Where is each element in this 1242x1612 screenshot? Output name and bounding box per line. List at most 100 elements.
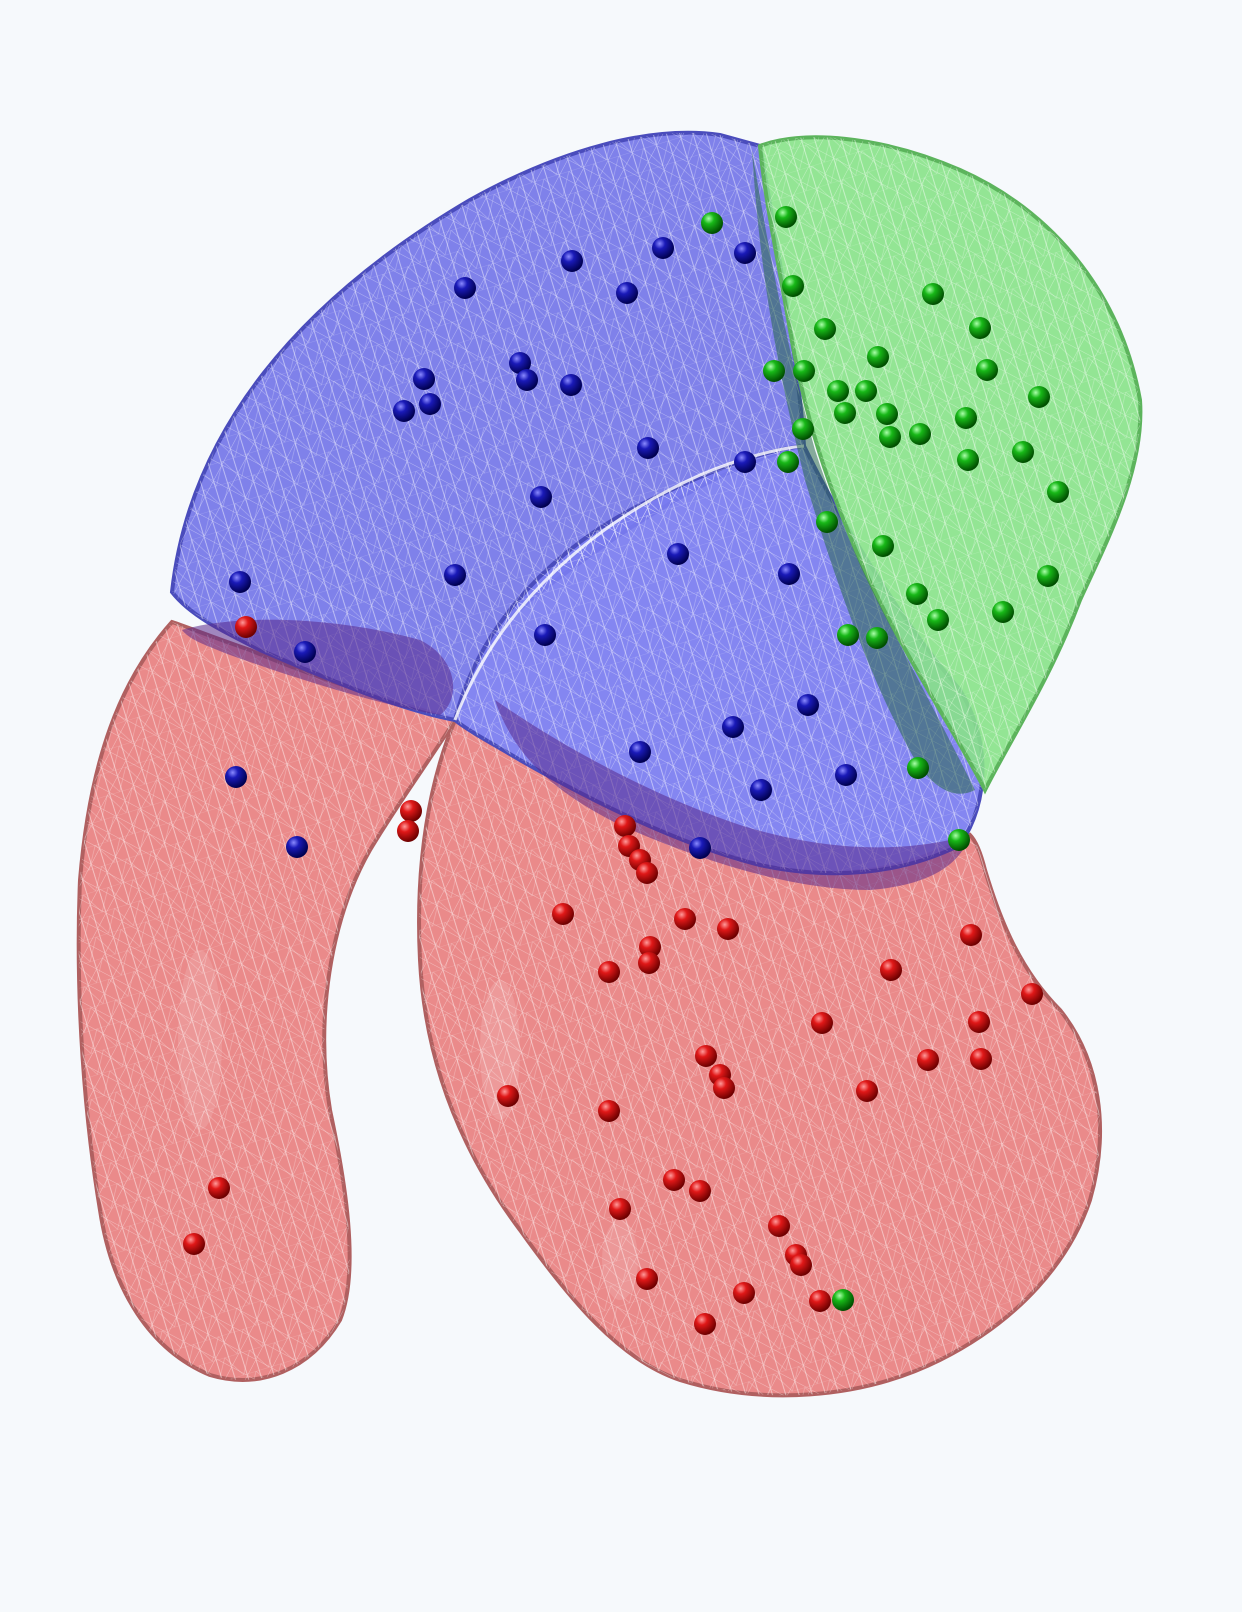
green-sphere: [834, 402, 856, 424]
green-sphere: [832, 1289, 854, 1311]
green-sphere: [969, 317, 991, 339]
blue-sphere: [722, 716, 744, 738]
blue-sphere: [534, 624, 556, 646]
blue-sphere: [734, 451, 756, 473]
red-sphere: [208, 1177, 230, 1199]
blue-sphere: [229, 571, 251, 593]
red-sphere: [639, 936, 661, 958]
red-sphere: [1021, 983, 1043, 1005]
red-sphere: [694, 1313, 716, 1335]
green-sphere: [927, 609, 949, 631]
green-sphere: [1028, 386, 1050, 408]
blue-sphere: [294, 641, 316, 663]
red-sphere: [970, 1048, 992, 1070]
red-sphere: [689, 1180, 711, 1202]
red-sphere: [917, 1049, 939, 1071]
green-sphere: [775, 206, 797, 228]
red-sphere: [880, 959, 902, 981]
red-sphere: [598, 961, 620, 983]
red-sphere: [497, 1085, 519, 1107]
blue-sphere: [454, 277, 476, 299]
blue-sphere: [750, 779, 772, 801]
red-sphere: [856, 1080, 878, 1102]
green-sphere: [907, 757, 929, 779]
red-sphere: [397, 820, 419, 842]
green-sphere: [782, 275, 804, 297]
red-sphere: [811, 1012, 833, 1034]
blue-sphere: [778, 563, 800, 585]
blue-sphere: [652, 237, 674, 259]
red-sphere: [183, 1233, 205, 1255]
green-sphere: [992, 601, 1014, 623]
green-sphere: [814, 318, 836, 340]
red-sphere: [638, 952, 660, 974]
green-sphere: [876, 403, 898, 425]
blue-sphere: [667, 543, 689, 565]
blue-sphere: [734, 242, 756, 264]
green-sphere: [1012, 441, 1034, 463]
blue-sphere: [637, 437, 659, 459]
red-sphere: [636, 1268, 658, 1290]
red-sphere: [609, 1198, 631, 1220]
blue-sphere: [629, 741, 651, 763]
blue-sphere: [616, 282, 638, 304]
green-sphere: [816, 511, 838, 533]
green-sphere: [1047, 481, 1069, 503]
blue-sphere: [561, 250, 583, 272]
blue-sphere: [444, 564, 466, 586]
blue-sphere: [413, 368, 435, 390]
green-sphere: [793, 360, 815, 382]
green-sphere: [867, 346, 889, 368]
red-sphere: [790, 1254, 812, 1276]
blue-sphere: [560, 374, 582, 396]
blue-sphere: [286, 836, 308, 858]
red-sphere: [695, 1045, 717, 1067]
red-sphere: [614, 815, 636, 837]
blue-sphere: [225, 766, 247, 788]
sample-points: [183, 206, 1069, 1335]
blue-sphere: [393, 400, 415, 422]
boundary-ridge: [453, 444, 805, 721]
red-sphere: [968, 1011, 990, 1033]
boundary-band-left: [182, 619, 454, 715]
red-sphere: [663, 1169, 685, 1191]
blue-sphere: [516, 369, 538, 391]
green-sphere: [957, 449, 979, 471]
green-sphere: [872, 535, 894, 557]
boundary-band-right: [495, 700, 970, 890]
red-sphere: [235, 616, 257, 638]
green-sphere: [1037, 565, 1059, 587]
red-sphere: [636, 862, 658, 884]
green-sphere: [922, 283, 944, 305]
blue-sphere: [835, 764, 857, 786]
red-sphere: [552, 903, 574, 925]
blue-sphere: [509, 352, 531, 374]
blue-sphere: [797, 694, 819, 716]
red-sphere: [768, 1215, 790, 1237]
red-sphere: [598, 1100, 620, 1122]
red-sphere: [733, 1282, 755, 1304]
green-sphere: [777, 451, 799, 473]
green-sphere: [948, 829, 970, 851]
red-sphere: [960, 924, 982, 946]
red-sphere: [717, 918, 739, 940]
green-sphere: [837, 624, 859, 646]
green-sphere: [866, 627, 888, 649]
blue-sphere: [530, 486, 552, 508]
red-sphere: [400, 800, 422, 822]
green-sphere: [792, 418, 814, 440]
green-sphere: [906, 583, 928, 605]
red-sphere: [809, 1290, 831, 1312]
red-sphere: [713, 1077, 735, 1099]
blue-sphere: [419, 393, 441, 415]
green-sphere: [855, 380, 877, 402]
green-sphere: [909, 423, 931, 445]
blue-sphere: [689, 837, 711, 859]
green-sphere: [879, 426, 901, 448]
red-sphere: [674, 908, 696, 930]
green-sphere: [701, 212, 723, 234]
green-sphere: [976, 359, 998, 381]
green-sphere: [827, 380, 849, 402]
green-sphere: [955, 407, 977, 429]
